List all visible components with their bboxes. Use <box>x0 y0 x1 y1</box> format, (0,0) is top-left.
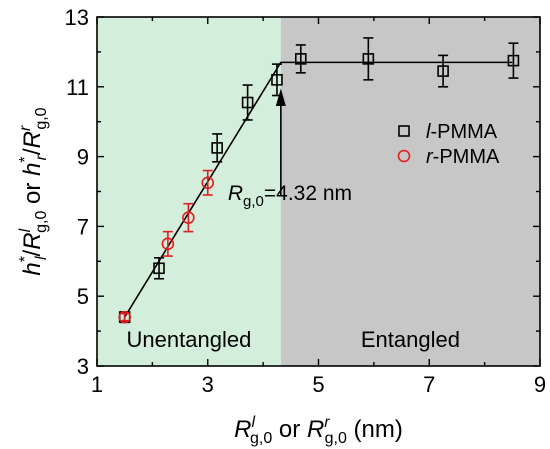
x-tick-label: 1 <box>91 372 103 397</box>
data-point <box>294 53 307 65</box>
region-label-entangled: Entangled <box>361 327 460 352</box>
y-axis-title: h*l/Rlg,0 or h*r/Rrg,0 <box>17 107 50 275</box>
series-r-PMMA <box>118 169 215 324</box>
data-point <box>271 74 283 86</box>
x-tick-label: 5 <box>312 372 324 397</box>
x-tick-label: 3 <box>202 372 214 397</box>
annotation-arrow-head <box>275 88 286 106</box>
data-point <box>437 65 449 77</box>
y-tick-label: 9 <box>77 145 89 170</box>
fit-line <box>124 61 513 318</box>
x-axis-title: Rl g,0 or Rr g,0 (nm) <box>234 414 403 447</box>
annotation: Rg,0=4.32 nm <box>228 88 352 210</box>
annotation-label: Rg,0=4.32 nm <box>228 182 352 210</box>
x-tick-label: 7 <box>423 372 435 397</box>
region-entangled <box>280 17 540 366</box>
data-points <box>118 37 520 324</box>
x-tick-label: 9 <box>534 372 546 397</box>
legend-marker-square <box>398 125 410 137</box>
data-point <box>201 176 215 190</box>
region-unentangled <box>97 17 281 366</box>
y-tick-label: 11 <box>66 75 89 100</box>
data-point <box>241 96 254 109</box>
data-point <box>362 53 375 65</box>
data-point <box>211 142 223 154</box>
legend: l-PMMA r-PMMA <box>397 121 500 168</box>
y-tick-label: 5 <box>77 284 89 309</box>
data-point <box>161 237 175 251</box>
region-labels: Unentangled Entangled <box>127 327 460 352</box>
axis-titles: Rl g,0 or Rr g,0 (nm) h*l/Rlg,0 or h*r/Rrg,… <box>17 107 403 447</box>
y-tick-label: 3 <box>77 354 89 379</box>
y-tick-label: 13 <box>65 5 89 30</box>
data-point <box>153 262 165 275</box>
data-point <box>118 310 131 324</box>
y-tick-label: 7 <box>77 214 89 239</box>
data-point <box>182 211 195 224</box>
fit-line-group <box>124 61 513 318</box>
legend-label-r-PMMA: r-PMMA <box>426 146 500 168</box>
region-label-unentangled: Unentangled <box>127 327 252 352</box>
legend-marker-circle <box>397 149 411 163</box>
chart-regions <box>97 17 540 366</box>
legend-label-l-PMMA: l-PMMA <box>426 121 498 143</box>
data-point <box>507 54 520 67</box>
